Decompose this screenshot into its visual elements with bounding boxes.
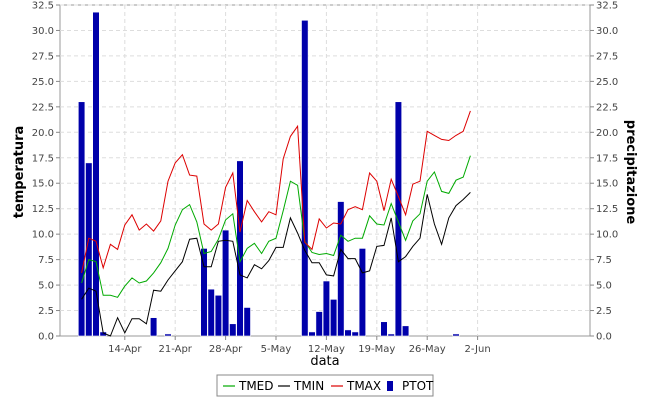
ptot-bar: [322, 280, 331, 337]
right-tick-label: 25.0: [596, 77, 618, 88]
right-tick-label: 27.5: [596, 51, 618, 62]
x-tick-label: 5-May: [261, 344, 292, 355]
legend-label: TMED: [238, 379, 274, 393]
left-tick-label: 15.0: [32, 179, 54, 190]
ptot-bar: [222, 229, 230, 337]
ptot-bar: [78, 101, 86, 337]
ptot-bar: [387, 333, 395, 337]
ptot-bar: [380, 321, 388, 337]
ptot-bar: [92, 11, 100, 337]
ptot-bar: [452, 333, 460, 337]
ptot-bar: [337, 201, 345, 337]
ptot-bar: [358, 248, 367, 337]
ptot-bar: [200, 248, 208, 337]
legend-label: TMIN: [293, 379, 324, 393]
left-tick-label: 27.5: [32, 51, 54, 62]
ptot-bar: [214, 294, 223, 337]
ptot-bar: [229, 323, 237, 337]
x-axis: 14-Apr 21-Apr 28-Apr 5-May 12-May 19-May 26-Ma…: [108, 336, 491, 355]
right-tick-label: 20.0: [596, 128, 618, 139]
legend-swatch-ptot: [387, 381, 393, 391]
x-tick-label: 19-May: [358, 344, 395, 355]
tmax-line: [81, 110, 471, 274]
right-tick-label: 17.5: [596, 153, 618, 164]
left-tick-label: 22.5: [32, 102, 54, 113]
left-tick-label: 0.0: [38, 332, 54, 343]
x-tick-label: 14-Apr: [108, 344, 142, 355]
tmin-line: [81, 192, 471, 337]
left-tick-label: 25.0: [32, 77, 54, 88]
ptot-bar: [164, 333, 172, 337]
x-tick-label: 12-May: [308, 344, 345, 355]
right-tick-label: 32.5: [596, 1, 618, 12]
right-tick-label: 30.0: [596, 26, 618, 37]
right-axis: 0.0 2.5 5.0 7.5 10.0 12.5 15.0 17.5 20.0 22.5 25.0…: [590, 1, 618, 343]
ptot-bar: [207, 288, 215, 337]
left-tick-label: 20.0: [32, 128, 54, 139]
temperature-lines: [81, 110, 471, 337]
left-tick-label: 10.0: [32, 230, 54, 241]
legend-box: [216, 374, 434, 397]
legend: TMED TMIN TMAX PTOT: [216, 374, 434, 397]
right-tick-label: 10.0: [596, 230, 618, 241]
legend-label: TMAX: [346, 379, 381, 393]
ptot-bar: [351, 331, 359, 337]
right-tick-label: 15.0: [596, 179, 618, 190]
left-tick-label: 12.5: [32, 204, 54, 215]
y-axis-title-right: precipitazione: [623, 120, 638, 225]
ptot-bar: [329, 299, 338, 337]
x-axis-title: data: [310, 354, 339, 369]
ptot-bar: [394, 101, 403, 337]
ptot-bar: [301, 19, 309, 337]
right-tick-label: 0.0: [596, 332, 612, 343]
y-axis-title-left: temperatura: [12, 126, 27, 219]
ptot-bar: [85, 162, 93, 337]
right-tick-label: 5.0: [596, 281, 612, 292]
x-tick-label: 2-Jun: [465, 344, 491, 355]
left-tick-label: 30.0: [32, 26, 54, 37]
tmed-line: [81, 155, 471, 298]
ptot-bar: [315, 311, 323, 337]
ptot-bar: [308, 331, 316, 337]
legend-label: PTOT: [402, 379, 434, 393]
ptot-bar: [344, 329, 352, 337]
left-axis: 0.0 2.5 5.0 7.5 10.0 12.5 15.0 17.5 20.0 22.5 25.0…: [32, 1, 60, 343]
left-tick-label: 5.0: [38, 281, 54, 292]
left-tick-label: 17.5: [32, 153, 54, 164]
right-tick-label: 22.5: [596, 102, 618, 113]
x-tick-label: 21-Apr: [158, 344, 192, 355]
left-tick-label: 7.5: [38, 255, 54, 266]
x-tick-label: 26-May: [409, 344, 446, 355]
ptot-bar: [150, 317, 158, 337]
ptot-bar: [401, 325, 410, 337]
left-tick-label: 2.5: [38, 306, 54, 317]
ptot-bar: [243, 307, 251, 337]
left-tick-label: 32.5: [32, 1, 54, 12]
ptot-bar: [236, 160, 244, 337]
precip-bars: [78, 11, 460, 337]
right-tick-label: 7.5: [596, 255, 612, 266]
x-tick-label: 28-Apr: [209, 344, 243, 355]
right-tick-label: 2.5: [596, 306, 612, 317]
right-tick-label: 12.5: [596, 204, 618, 215]
